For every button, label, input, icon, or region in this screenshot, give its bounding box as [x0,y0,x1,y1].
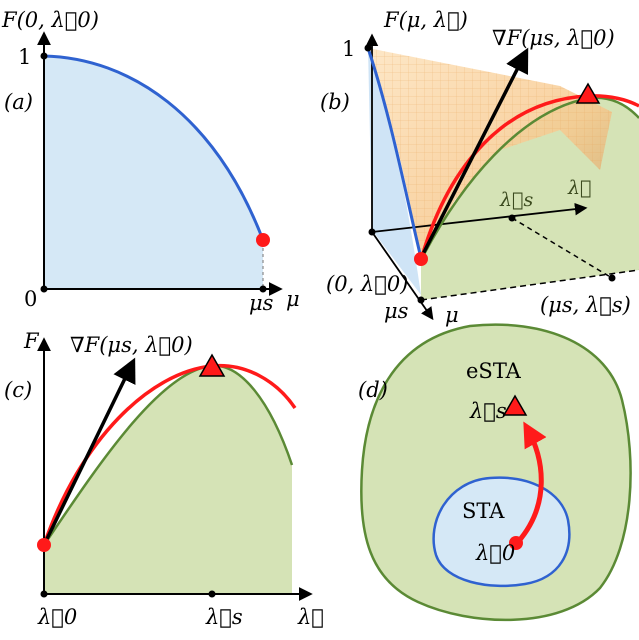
panel-d: (d) eSTA STA λ⃗s λ⃗0 [358,323,632,622]
panel-b-lambdas-dot [508,214,516,222]
panel-c-gradient-label: ∇F(μs, λ⃗0) [70,333,193,357]
panel-a-mus-label: μs [249,291,274,315]
panel-c-y-label: F [23,329,40,353]
panel-d-lambda0-label: λ⃗0 [475,541,515,565]
panel-c-red-point [37,538,51,552]
panel-b-red-curve [419,94,639,261]
panel-b-dashed-diag [511,217,613,279]
panel-c-origin-dot [40,590,48,598]
panel-b-red-point [414,252,428,266]
panel-b-tag: (b) [320,90,350,114]
panel-c-lambda0-label: λ⃗0 [37,605,77,629]
panel-b-one-dot [364,44,372,52]
panel-d-red-arrow [516,421,547,544]
panel-d-tag: (d) [358,378,388,402]
panel-d-red-triangle [502,394,528,416]
panel-b-mu-label: μ [445,303,459,327]
panel-b-mus-dot [417,296,425,304]
panel-c-lambdas-dot [208,590,216,598]
panel-b: (b) F(μ, λ⃗) 1 ∇F(μs, λ⃗0) λ⃗s λ⃗ (0, λ⃗… [320,8,639,327]
panel-b-lambdas-label: λ⃗s [499,189,533,211]
panel-b-mus-label: μs [384,299,409,323]
panel-a-one-dot [40,52,48,60]
panel-a-x-label: μ [286,287,300,311]
panel-c-green-fill [44,365,292,594]
panel-b-blue-fill [368,48,421,295]
panel-b-mus-lambdas-label: (μs, λ⃗s) [540,293,631,317]
panel-a-y-label: F(0, λ⃗0) [1,8,99,32]
panel-b-red-triangle [575,82,601,104]
panel-b-dashed-back [420,269,639,301]
panel-b-lambda-axis [371,202,588,233]
panel-c-gradient-arrow [42,357,136,546]
panel-d-inner-region [432,476,571,588]
panel-b-gradient-label: ∇F(μs, λ⃗0) [492,26,615,50]
panel-a-tick-one: 1 [18,45,31,69]
panel-a: (a) F(0, λ⃗0) 1 0 μs μ [1,8,300,315]
panel-c: (c) F ∇F(μs, λ⃗0) λ⃗0 λ⃗s λ⃗ [4,329,324,629]
panel-d-red-point [509,536,523,550]
panel-d-lambdas-label: λ⃗s [469,399,507,423]
panel-d-inner-label: STA [462,499,505,523]
panel-c-tag: (c) [4,378,32,402]
panel-b-tick-one: 1 [342,37,355,61]
panel-d-outer-label: eSTA [466,359,522,383]
panel-b-gradient-arrow [419,47,529,259]
panel-a-origin-dot [40,285,48,293]
panel-a-red-point [256,233,270,247]
panel-a-tag: (a) [4,90,33,114]
panel-b-origin-label: (0, λ⃗0) [326,272,408,296]
panel-b-lambda-label: λ⃗ [567,177,591,199]
panel-c-lambdas-label: λ⃗s [205,605,243,629]
panel-a-fill [44,56,263,289]
panel-b-green-curve [419,96,639,261]
panel-b-mus-lambdas-dot [608,274,616,282]
panel-a-curve [43,54,265,241]
panel-b-blue-curve [366,47,423,259]
panel-a-mus-dot [259,285,267,293]
panel-b-origin-dot [368,228,376,236]
panel-a-origin-label: 0 [24,287,37,311]
panel-b-mu-axis [371,231,434,321]
panel-c-x-label: λ⃗ [297,605,324,629]
panel-c-red-triangle [198,353,226,377]
panel-b-y-label: F(μ, λ⃗) [383,8,468,32]
